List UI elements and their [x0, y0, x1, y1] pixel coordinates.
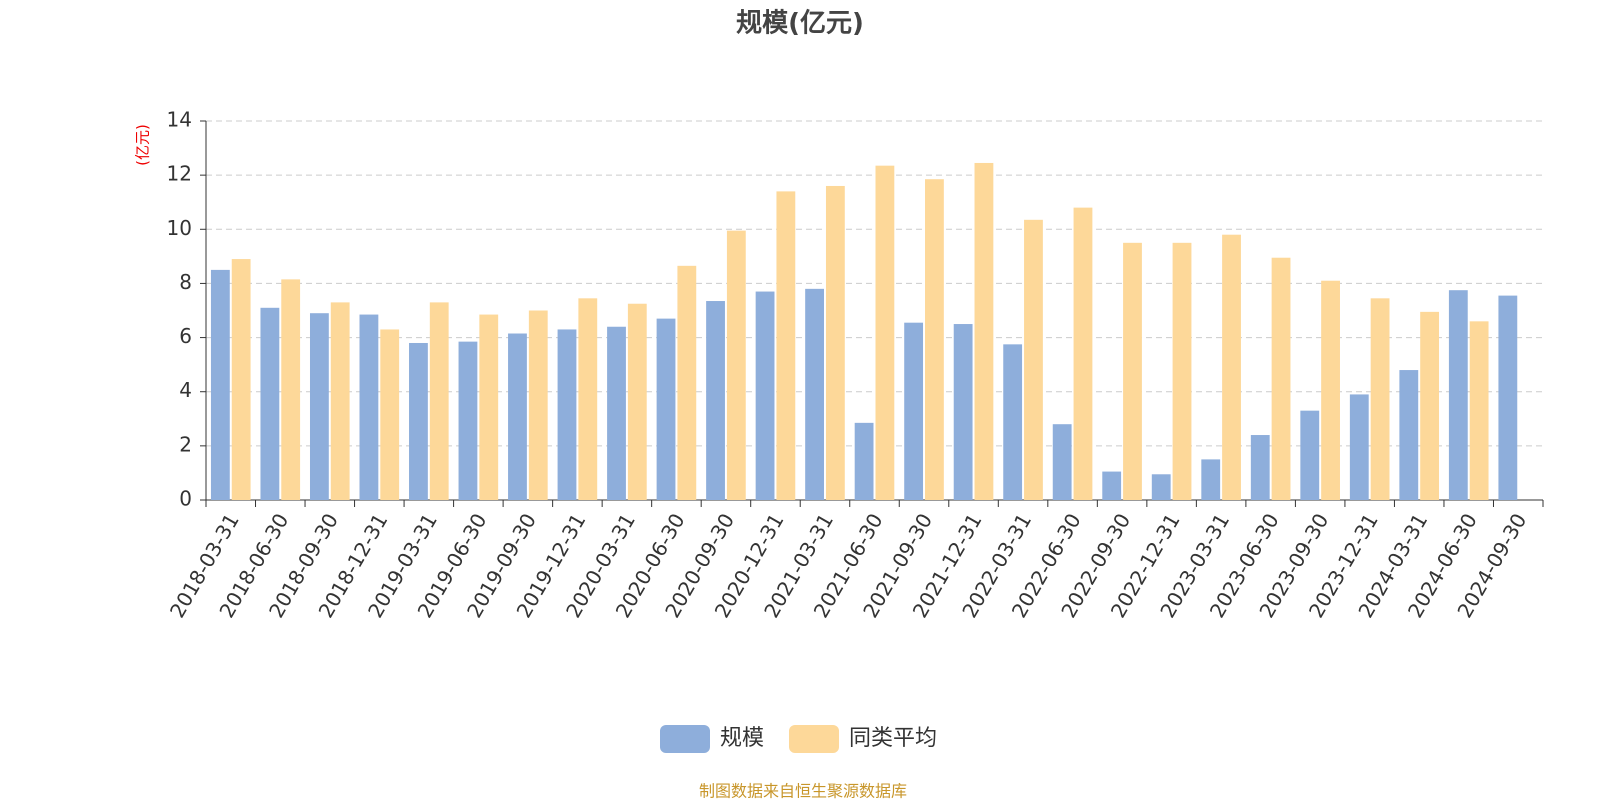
bar — [309, 313, 329, 500]
legend-swatch — [789, 725, 840, 753]
bar — [1201, 459, 1221, 500]
bar — [330, 302, 350, 500]
bar — [1073, 207, 1093, 500]
y-tick-label: 2 — [179, 432, 192, 456]
bar — [627, 303, 647, 500]
legend-label: 规模 — [720, 726, 764, 751]
bar — [904, 322, 924, 500]
bar — [677, 265, 697, 500]
bar — [409, 342, 428, 500]
bar — [607, 326, 626, 500]
bar — [755, 291, 775, 500]
bar — [281, 279, 301, 500]
bar — [854, 422, 874, 500]
bar — [1469, 321, 1489, 500]
bar — [1399, 370, 1419, 500]
bar — [1102, 471, 1122, 500]
legend-swatch — [660, 725, 710, 753]
bar — [825, 185, 845, 500]
y-tick-label: 12 — [167, 162, 192, 186]
bar — [508, 333, 527, 500]
chart-title: 规模(亿元) — [736, 9, 864, 39]
source-note: 制图数据来自恒生聚源数据库 — [699, 782, 907, 801]
bar — [429, 302, 449, 500]
bar — [1448, 290, 1468, 500]
bar — [479, 314, 499, 500]
bar — [231, 259, 251, 500]
bar — [1420, 311, 1440, 500]
bar — [1300, 410, 1320, 500]
bar — [776, 191, 796, 500]
y-tick-label: 4 — [179, 378, 192, 402]
bar — [1024, 219, 1043, 500]
bar — [1321, 280, 1340, 500]
bar — [1151, 474, 1171, 500]
bar — [380, 329, 400, 500]
bar — [1222, 234, 1241, 500]
y-tick-label: 10 — [167, 216, 192, 240]
y-axis-label: (亿元) — [134, 124, 152, 166]
bar — [875, 165, 895, 501]
y-tick-label: 0 — [179, 487, 192, 511]
bar — [953, 324, 973, 500]
bar — [706, 301, 725, 500]
legend-label: 同类平均 — [849, 726, 937, 751]
bar — [578, 298, 598, 500]
y-tick-label: 14 — [167, 108, 192, 132]
bar — [1172, 242, 1192, 501]
bar — [557, 329, 577, 500]
bar — [1370, 298, 1390, 500]
bar — [726, 230, 746, 500]
bar — [925, 179, 944, 501]
bar — [805, 288, 824, 500]
y-tick-label: 8 — [179, 270, 192, 294]
bar — [1052, 424, 1072, 500]
bar — [1003, 344, 1023, 500]
bar — [656, 318, 676, 500]
bar — [974, 162, 994, 501]
bar — [260, 307, 280, 500]
bar — [359, 314, 379, 500]
bar — [1498, 295, 1518, 500]
bar — [1349, 394, 1369, 500]
bar — [1250, 435, 1270, 500]
bar — [458, 341, 478, 500]
bar — [528, 310, 548, 500]
bar — [210, 269, 230, 500]
bar — [1123, 242, 1142, 501]
bar — [1271, 257, 1291, 500]
y-tick-label: 6 — [179, 324, 192, 348]
